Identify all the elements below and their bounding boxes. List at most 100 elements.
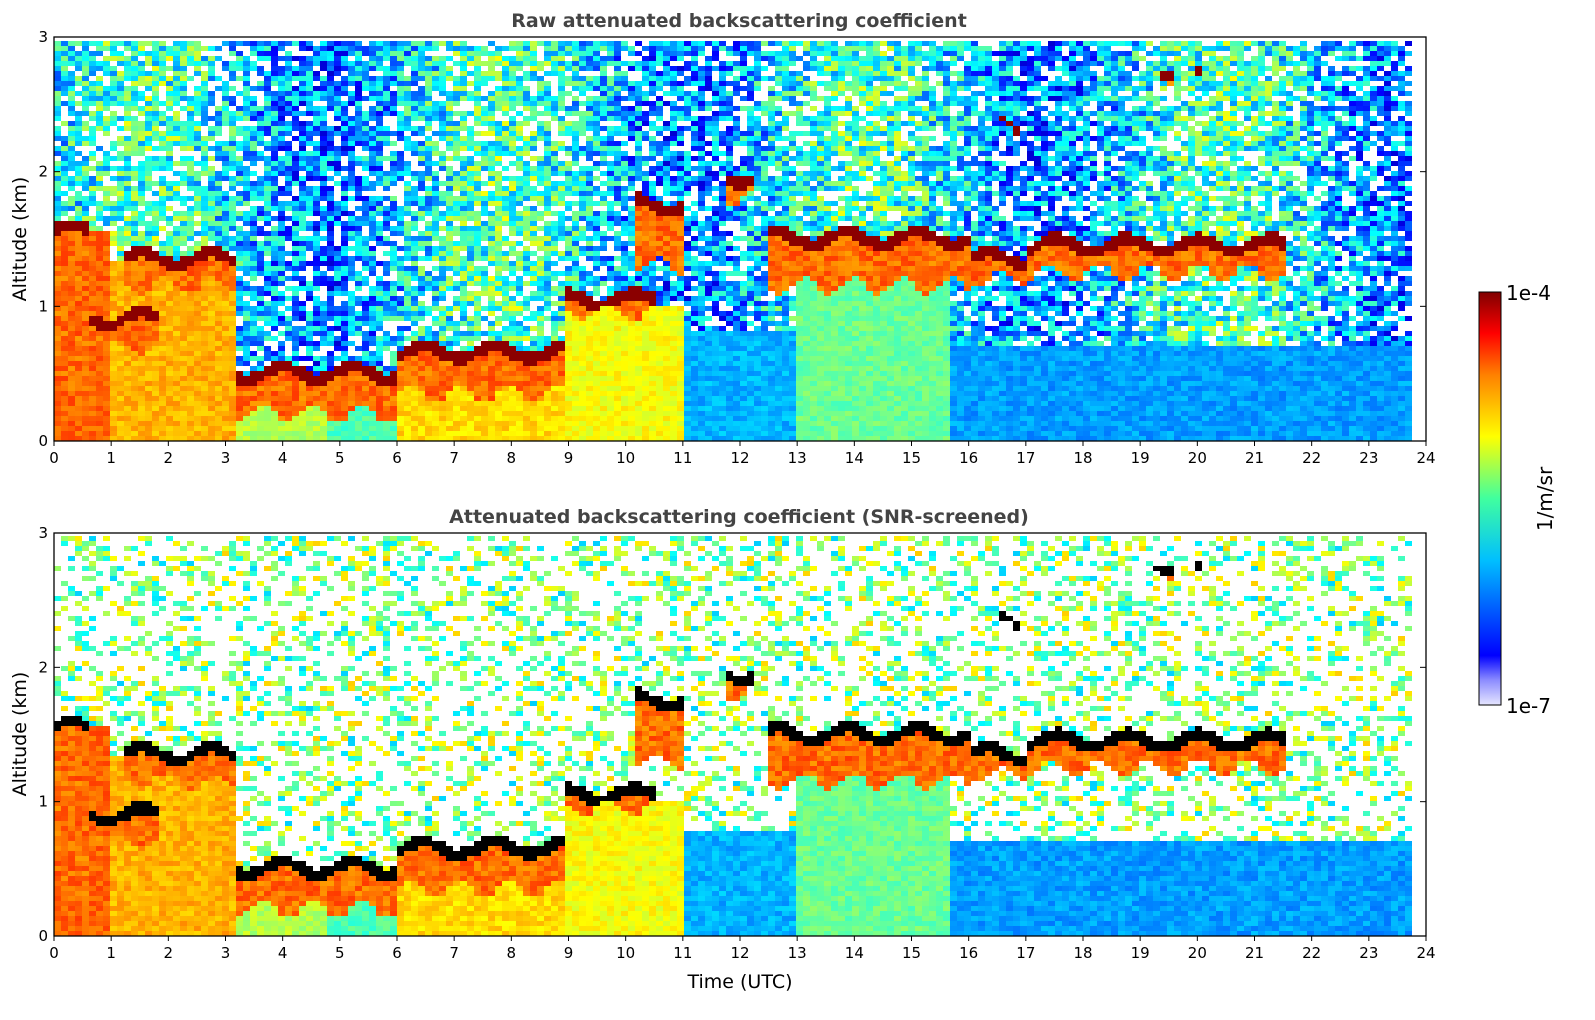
heatmap-cell: [103, 61, 110, 66]
heatmap-cell: [467, 246, 474, 251]
heatmap-cell: [68, 376, 75, 381]
heatmap-cell: [299, 121, 306, 126]
heatmap-cell: [439, 116, 446, 121]
heatmap-cell: [229, 306, 236, 311]
heatmap-cell: [397, 341, 404, 346]
heatmap-cell: [369, 141, 376, 146]
heatmap-cell: [334, 126, 341, 131]
heatmap-cell: [166, 251, 173, 256]
heatmap-cell: [369, 351, 376, 356]
heatmap-cell: [474, 316, 481, 321]
heatmap-cell: [439, 336, 446, 341]
heatmap-cell: [166, 436, 173, 441]
heatmap-cell: [474, 241, 481, 246]
heatmap-cell: [453, 366, 460, 371]
heatmap-cell: [327, 126, 334, 131]
heatmap-cell: [89, 296, 96, 301]
heatmap-cell: [418, 421, 425, 426]
heatmap-cell: [404, 336, 411, 341]
heatmap-cell: [187, 206, 194, 211]
heatmap-cell: [166, 191, 173, 196]
heatmap-cell: [481, 96, 488, 101]
heatmap-cell: [362, 366, 369, 371]
heatmap-cell: [194, 426, 201, 431]
heatmap-cell: [131, 426, 138, 431]
heatmap-cell: [215, 156, 222, 161]
heatmap-cell: [411, 146, 418, 151]
heatmap-cell: [320, 171, 327, 176]
heatmap-cell: [383, 296, 390, 301]
heatmap-cell: [292, 66, 299, 71]
heatmap-cell: [397, 376, 404, 381]
heatmap-cell: [467, 296, 474, 301]
heatmap-cell: [292, 426, 299, 431]
heatmap-cell: [439, 41, 446, 46]
heatmap-cell: [439, 201, 446, 206]
heatmap-cell: [236, 286, 243, 291]
heatmap-cell: [446, 276, 453, 281]
heatmap-cell: [271, 436, 278, 441]
heatmap-cell: [348, 356, 355, 361]
heatmap-cell: [131, 91, 138, 96]
heatmap-cell: [278, 351, 285, 356]
heatmap-cell: [369, 286, 376, 291]
heatmap-cell: [467, 396, 474, 401]
heatmap-cell: [404, 96, 411, 101]
heatmap-cell: [376, 276, 383, 281]
heatmap-cell: [285, 206, 292, 211]
heatmap-cell: [404, 416, 411, 421]
heatmap-cell: [215, 301, 222, 306]
heatmap-cell: [243, 101, 250, 106]
heatmap-cell: [215, 436, 222, 441]
heatmap-cell: [159, 266, 166, 271]
heatmap-cell: [397, 431, 404, 436]
heatmap-cell: [229, 396, 236, 401]
heatmap-cell: [222, 151, 229, 156]
heatmap-cell: [474, 201, 481, 206]
heatmap-cell: [453, 111, 460, 116]
heatmap-cell: [313, 346, 320, 351]
heatmap-cell: [68, 136, 75, 141]
heatmap-cell: [376, 416, 383, 421]
heatmap-cell: [271, 66, 278, 71]
heatmap-cell: [54, 386, 61, 391]
heatmap-cell: [495, 381, 502, 386]
heatmap-cell: [222, 86, 229, 91]
heatmap-cell: [229, 241, 236, 246]
heatmap-cell: [173, 291, 180, 296]
heatmap-cell: [460, 96, 467, 101]
heatmap-cell: [54, 301, 61, 306]
heatmap-cell: [159, 161, 166, 166]
heatmap-cell: [103, 171, 110, 176]
heatmap-cell: [173, 56, 180, 61]
heatmap-cell: [278, 211, 285, 216]
heatmap-cell: [243, 201, 250, 206]
heatmap-cell: [243, 291, 250, 296]
heatmap-cell: [264, 86, 271, 91]
heatmap-cell: [334, 431, 341, 436]
heatmap-cell: [425, 436, 432, 441]
heatmap-cell: [257, 361, 264, 366]
heatmap-cell: [537, 131, 544, 136]
heatmap-cell: [425, 206, 432, 211]
heatmap-cell: [404, 246, 411, 251]
heatmap-cell: [292, 356, 299, 361]
heatmap-cell: [138, 436, 145, 441]
heatmap-cell: [551, 246, 558, 251]
heatmap-cell: [215, 46, 222, 51]
heatmap-cell: [138, 136, 145, 141]
heatmap-cell: [82, 386, 89, 391]
heatmap-cell: [82, 286, 89, 291]
heatmap-cell: [250, 261, 257, 266]
heatmap-cell: [306, 396, 313, 401]
heatmap-cell: [551, 356, 558, 361]
heatmap-cell: [397, 416, 404, 421]
heatmap-cell: [467, 331, 474, 336]
heatmap-cell: [96, 281, 103, 286]
heatmap-cell: [194, 271, 201, 276]
heatmap-cell: [376, 201, 383, 206]
heatmap-cell: [453, 96, 460, 101]
heatmap-cell: [327, 401, 334, 406]
heatmap-cell: [82, 56, 89, 61]
heatmap-cell: [523, 281, 530, 286]
